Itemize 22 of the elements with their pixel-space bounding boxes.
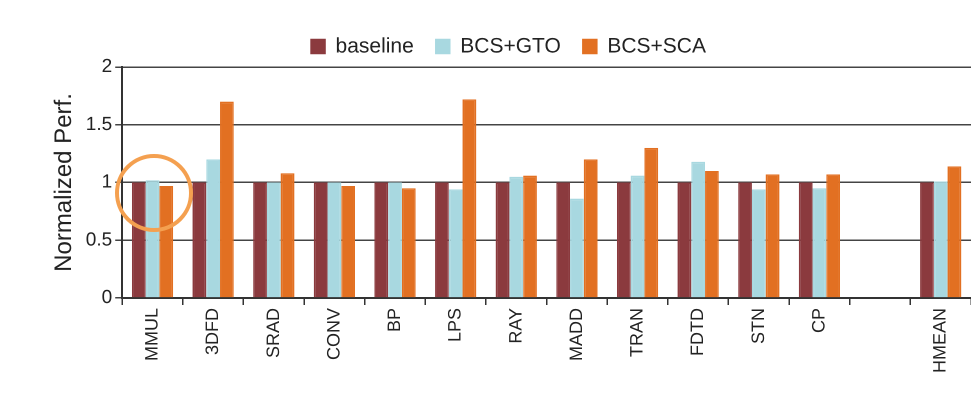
y-tick-label: 0.5 xyxy=(86,229,112,250)
x-tick-label: BP xyxy=(384,308,404,332)
y-tick-label: 1.5 xyxy=(86,114,112,135)
x-tick-label: CONV xyxy=(323,308,344,360)
x-tick-label: STN xyxy=(748,308,768,344)
y-tick-label: 2 xyxy=(102,56,112,78)
x-tick-label: FDTD xyxy=(687,308,708,356)
x-tick-label: TRAN xyxy=(626,308,647,357)
y-tick-label: 0 xyxy=(102,287,112,308)
legend-label: BCS+SCA xyxy=(607,34,706,58)
x-tick-label: SRAD xyxy=(262,308,283,358)
x-tick-label: MADD xyxy=(566,308,586,361)
x-tick-label: RAY xyxy=(505,308,526,344)
x-tick-label: HMEAN xyxy=(930,308,950,374)
y-tick-label: 1 xyxy=(102,172,112,193)
y-axis-title: Normalized Perf. xyxy=(50,93,78,272)
x-tick-label: LPS xyxy=(444,308,465,342)
x-tick-label: CP xyxy=(808,308,828,334)
legend-label: BCS+GTO xyxy=(460,34,561,58)
legend-label: baseline xyxy=(336,34,414,58)
x-tick-label: 3DFD xyxy=(202,308,222,356)
x-tick-label: MMUL xyxy=(141,308,162,361)
